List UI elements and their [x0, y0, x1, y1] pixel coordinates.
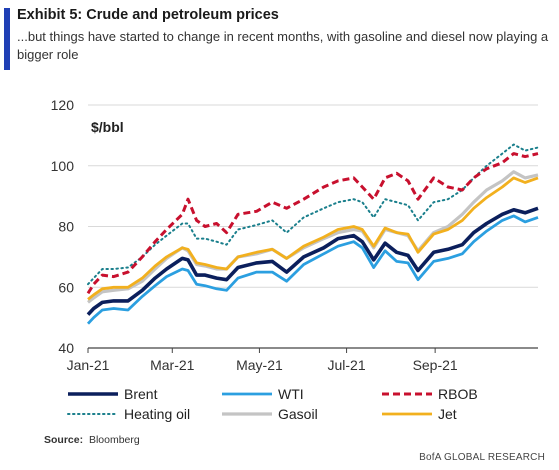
chart-title: Exhibit 5: Crude and petroleum prices [17, 7, 279, 23]
y-tick-label: 100 [51, 158, 75, 174]
title-accent-bar [4, 8, 10, 70]
series-line-jet [87, 176, 539, 301]
legend-label: RBOB [438, 386, 478, 402]
y-tick-label: 40 [58, 340, 74, 356]
legend-label: WTI [278, 386, 304, 402]
line-chart: 40 60 80 100 120 Jan-21 Mar-21 May-21 Jul-21 Sep-… [51, 97, 539, 422]
y-axis-label: $/bbl [91, 119, 124, 135]
x-tick-label: Jul-21 [328, 357, 366, 373]
series-line-wti [86, 214, 539, 325]
x-tick-label: May-21 [236, 357, 283, 373]
y-tick-label: 60 [58, 279, 74, 295]
source-value: Bloomberg [88, 434, 140, 446]
y-tick-label: 80 [58, 219, 74, 235]
legend-label: Brent [124, 386, 158, 402]
chart-subtitle: ...but things have started to change in … [17, 29, 549, 62]
legend-label: Jet [438, 406, 457, 422]
y-tick-label: 120 [51, 97, 75, 113]
source-note: Source: Bloomberg [44, 434, 140, 446]
x-tick-label: Sep-21 [413, 357, 458, 373]
legend-label: Heating oil [124, 406, 190, 422]
series-line-brent [86, 206, 539, 316]
x-tick-label: Jan-21 [67, 357, 110, 373]
series-line-rbob [86, 152, 539, 295]
x-tick-label: Mar-21 [150, 357, 195, 373]
source-label: Source: [44, 434, 84, 446]
legend-label: Gasoil [278, 406, 318, 422]
brand-label: BofA GLOBAL RESEARCH [419, 452, 545, 463]
